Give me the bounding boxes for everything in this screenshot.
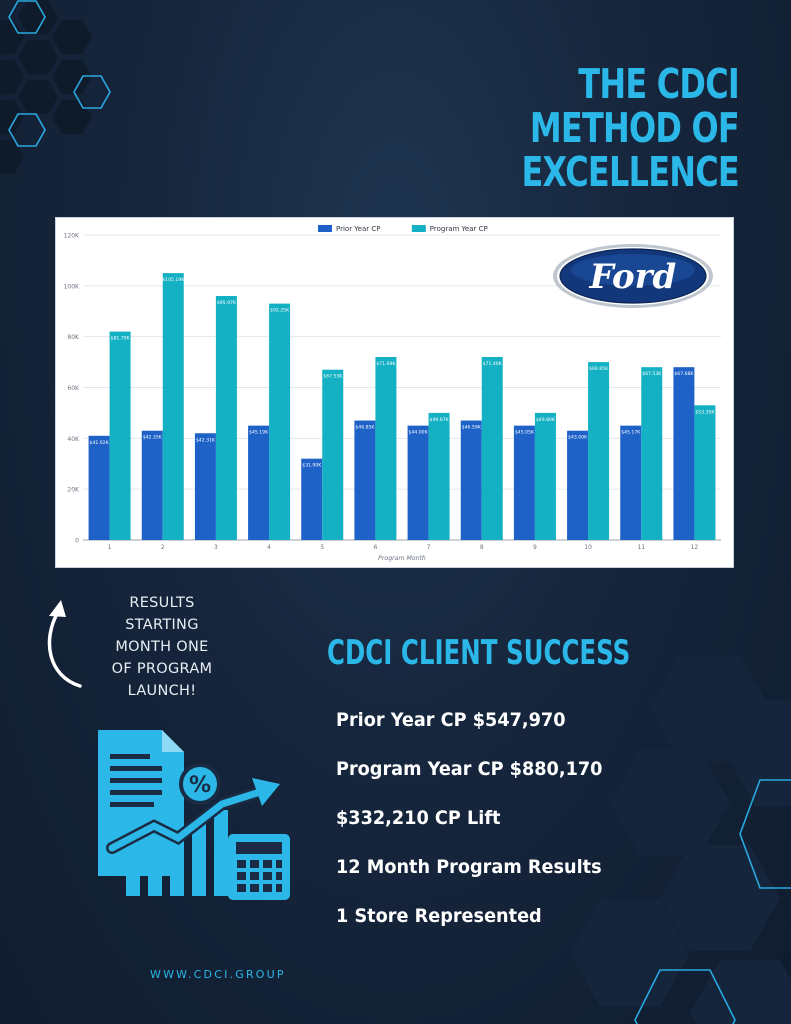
success-title: CDCI CLIENT SUCCESS (327, 633, 631, 673)
legend-label: Program Year CP (430, 225, 488, 233)
legend-label: Prior Year CP (336, 225, 380, 233)
ford-logo: Ford (553, 244, 713, 308)
bar (301, 458, 323, 540)
bar (534, 412, 556, 540)
y-tick-label: 0 (75, 538, 79, 545)
x-tick-label: 9 (533, 544, 537, 551)
x-tick-label: 8 (480, 544, 484, 551)
stat-program-results: 12 Month Program Results (336, 856, 602, 878)
data-label: $45.05K (515, 430, 535, 436)
data-label: $45.19K (249, 430, 269, 436)
x-tick-label: 4 (267, 544, 271, 551)
results-note-line-2: STARTING (125, 617, 199, 633)
bar (88, 435, 110, 540)
data-label: $67.68K (674, 371, 694, 377)
legend-swatch (411, 225, 426, 232)
bar (694, 405, 716, 540)
headline-line-3: EXCELLENCE (521, 148, 739, 196)
y-tick-label: 20K (67, 487, 80, 494)
stat-cp-lift: $332,210 CP Lift (336, 807, 501, 829)
data-label: $43.00K (568, 435, 588, 441)
y-tick-label: 40K (67, 436, 80, 443)
bar (481, 357, 503, 540)
x-axis-label: Program Month (378, 554, 426, 562)
results-note-line-5: LAUNCH! (127, 683, 197, 699)
stat-store-count: 1 Store Represented (336, 905, 542, 927)
data-label: $71.69K (376, 361, 396, 367)
bar (428, 412, 450, 540)
stats-list: Prior Year CP $547,970 Program Year CP $… (336, 708, 623, 953)
legend-swatch (318, 225, 332, 232)
x-tick-label: 1 (108, 544, 112, 551)
data-label: $42.31K (196, 437, 216, 443)
bar (567, 430, 589, 540)
bar (269, 303, 291, 540)
bar (460, 420, 482, 540)
data-label: $42.35K (143, 435, 163, 441)
bar (641, 367, 663, 540)
y-tick-label: 60K (67, 385, 80, 392)
y-tick-label: 120K (64, 233, 80, 240)
x-tick-label: 3 (214, 544, 218, 551)
bar (194, 433, 216, 540)
data-label: $81.79K (111, 336, 131, 342)
data-label: $44.00K (409, 430, 429, 436)
headline: THE CDCI METHOD OF EXCELLENCE (505, 62, 739, 194)
bar (513, 425, 535, 540)
headline-line-1: THE CDCI (578, 60, 739, 108)
x-tick-label: 11 (637, 544, 645, 551)
chart-card: 0 20K 40K 60K 80K 100K 120K $41.02K $81.79K 1 $42.… (55, 217, 734, 568)
data-label: $53.35K (695, 409, 715, 415)
results-note-line-4: OF PROGRAM (111, 661, 213, 677)
data-label: $46.85K (355, 425, 375, 431)
stat-prior-year: Prior Year CP $547,970 (336, 709, 566, 731)
bar (248, 425, 270, 540)
bar-chart: 0 20K 40K 60K 80K 100K 120K $41.02K $81.79K 1 $42.… (64, 225, 721, 562)
bar (322, 369, 344, 540)
website-link[interactable]: WWW.CDCI.GROUP (150, 968, 286, 981)
data-label: $41.02K (90, 440, 110, 446)
x-tick-label: 5 (320, 544, 324, 551)
bar (620, 425, 642, 540)
bar (162, 273, 184, 540)
x-tick-label: 2 (161, 544, 165, 551)
bar (407, 425, 429, 540)
data-label: $31.90K (302, 463, 322, 469)
percent-icon (179, 763, 221, 805)
data-label: $69.85K (589, 366, 609, 372)
headline-line-2: METHOD OF (529, 104, 740, 152)
x-tick-label: 12 (691, 544, 699, 551)
bar (588, 362, 610, 540)
x-tick-label: 6 (374, 544, 378, 551)
data-label: $49.80K (536, 417, 556, 423)
data-label: $92.25K (270, 308, 290, 314)
data-label: $45.17K (621, 430, 641, 436)
results-note: RESULTS STARTING MONTH ONE OF PROGRAM LA… (92, 592, 232, 702)
bar (215, 296, 237, 540)
results-note-line-1: RESULTS (129, 595, 195, 611)
bar (109, 331, 131, 540)
data-label: $95.97K (217, 300, 237, 306)
y-tick-label: 100K (64, 283, 80, 290)
data-label: $49.67K (430, 417, 450, 423)
data-label: $105.19K (162, 277, 185, 283)
y-tick-label: 80K (67, 334, 80, 341)
results-note-line-3: MONTH ONE (115, 639, 209, 655)
ford-logo-text: Ford (589, 257, 677, 297)
growth-report-icon: % (98, 730, 290, 900)
x-tick-label: 10 (584, 544, 592, 551)
data-label: $67.53K (323, 374, 343, 380)
bar (141, 430, 163, 540)
percent-symbol: % (189, 773, 211, 798)
data-label: $71.46K (483, 361, 503, 367)
data-label: $67.53K (642, 371, 662, 377)
bar (673, 367, 695, 540)
bar (354, 420, 376, 540)
data-label: $46.59K (462, 425, 482, 431)
bar (375, 357, 397, 540)
stat-program-year: Program Year CP $880,170 (336, 758, 603, 780)
x-tick-label: 7 (427, 544, 431, 551)
curved-arrow-icon (47, 600, 82, 688)
